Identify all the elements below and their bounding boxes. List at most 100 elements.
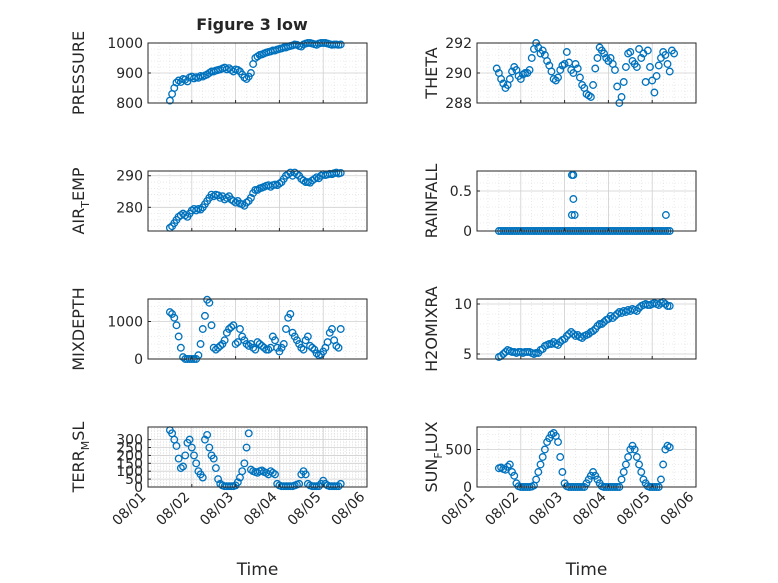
data-point <box>569 330 578 338</box>
data-point <box>310 482 319 491</box>
data-point <box>229 321 238 330</box>
data-point <box>187 443 196 452</box>
data-point <box>236 325 244 333</box>
data-point <box>249 343 258 352</box>
data-point <box>172 442 181 450</box>
data-point <box>301 470 310 479</box>
axes-frame <box>147 426 368 488</box>
data-point <box>328 325 336 333</box>
data-point <box>262 345 271 354</box>
data-point <box>527 54 536 62</box>
data-point <box>613 82 622 91</box>
data-point <box>170 313 179 322</box>
data-point <box>165 96 174 105</box>
subplot-h2omixra: 5 10 H2OMIXRA <box>422 286 697 372</box>
y-tick-label: 0 <box>134 480 143 496</box>
y-tick-label: 0 <box>463 224 472 240</box>
x-tick-label: 08/05 <box>614 489 654 529</box>
data-point <box>617 309 626 317</box>
data-point <box>558 468 567 476</box>
data-point <box>613 310 622 318</box>
data-point <box>540 445 549 454</box>
data-point <box>240 459 249 468</box>
axes-frame <box>476 170 697 232</box>
data-point <box>554 73 562 82</box>
y-tick-label: 1000 <box>107 36 143 52</box>
y-tick-label: 500 <box>445 443 472 459</box>
data-point <box>538 46 547 55</box>
subplot-rainfall: 0 0.5 RAINFALL <box>422 164 697 240</box>
data-point <box>505 75 514 83</box>
data-point <box>271 470 279 479</box>
data-point <box>654 61 663 70</box>
data-point <box>632 63 641 71</box>
x-tick-label: 08/03 <box>197 489 237 529</box>
data-point <box>632 453 641 461</box>
data-point <box>492 64 501 73</box>
y-axis-label: TERRMSL <box>69 422 92 494</box>
data-point <box>567 211 576 219</box>
figure-title: Figure 3 low <box>196 15 308 34</box>
data-point <box>503 462 512 471</box>
data-point <box>532 475 541 484</box>
y-tick-label: 0.5 <box>450 184 472 200</box>
x-tick-label: 08/02 <box>153 489 193 529</box>
data-point <box>497 75 506 83</box>
data-point <box>611 312 619 320</box>
data-point <box>264 345 273 354</box>
y-tick-label: 200 <box>116 448 143 464</box>
data-point <box>205 443 214 452</box>
data-point <box>310 174 319 183</box>
data-point <box>176 464 185 472</box>
data-point <box>246 193 255 202</box>
data-point <box>196 340 205 348</box>
data-point <box>216 341 225 350</box>
data-point <box>336 168 345 177</box>
data-point <box>211 464 220 472</box>
data-point <box>630 445 639 454</box>
axes-frame <box>476 426 697 488</box>
x-tick-label: 08/04 <box>241 489 281 529</box>
data-point <box>650 88 659 97</box>
data-point <box>282 325 290 333</box>
data-point <box>569 171 578 179</box>
data-point <box>336 325 345 333</box>
x-tick-label: 08/03 <box>526 489 566 529</box>
data-point <box>246 69 255 77</box>
data-point <box>611 66 619 74</box>
y-tick-label: 300 <box>116 433 143 449</box>
data-point <box>670 49 679 58</box>
data-point <box>227 323 236 332</box>
axes-frame <box>147 298 368 360</box>
data-point <box>214 475 223 484</box>
data-point <box>665 302 674 310</box>
data-point <box>198 325 207 333</box>
y-tick-label: 5 <box>463 347 472 363</box>
data-point <box>652 72 661 80</box>
subplot-sun-flux: 0 500 08/01 08/02 08/03 08/04 08/05 08/06 Time SU… <box>422 421 697 580</box>
data-point <box>174 454 183 463</box>
data-point <box>192 206 201 215</box>
data-point <box>238 467 247 476</box>
data-point <box>663 302 672 310</box>
y-tick-label: 0 <box>463 480 472 496</box>
data-point <box>621 460 630 469</box>
data-point <box>196 205 205 214</box>
data-point <box>244 429 253 438</box>
data-point <box>567 328 576 336</box>
data-point <box>194 73 203 82</box>
data-point <box>619 468 628 476</box>
data-point <box>663 60 672 68</box>
x-axis-label: Time <box>565 560 608 580</box>
y-tick-label: 292 <box>445 36 472 52</box>
data-point <box>332 341 341 350</box>
data-point <box>575 73 584 82</box>
data-point <box>242 340 251 348</box>
y-axis-label: H2OMIXRA <box>422 286 441 372</box>
data-point <box>536 460 545 469</box>
data-point <box>181 75 190 84</box>
data-point <box>619 78 628 86</box>
data-point <box>661 300 670 308</box>
